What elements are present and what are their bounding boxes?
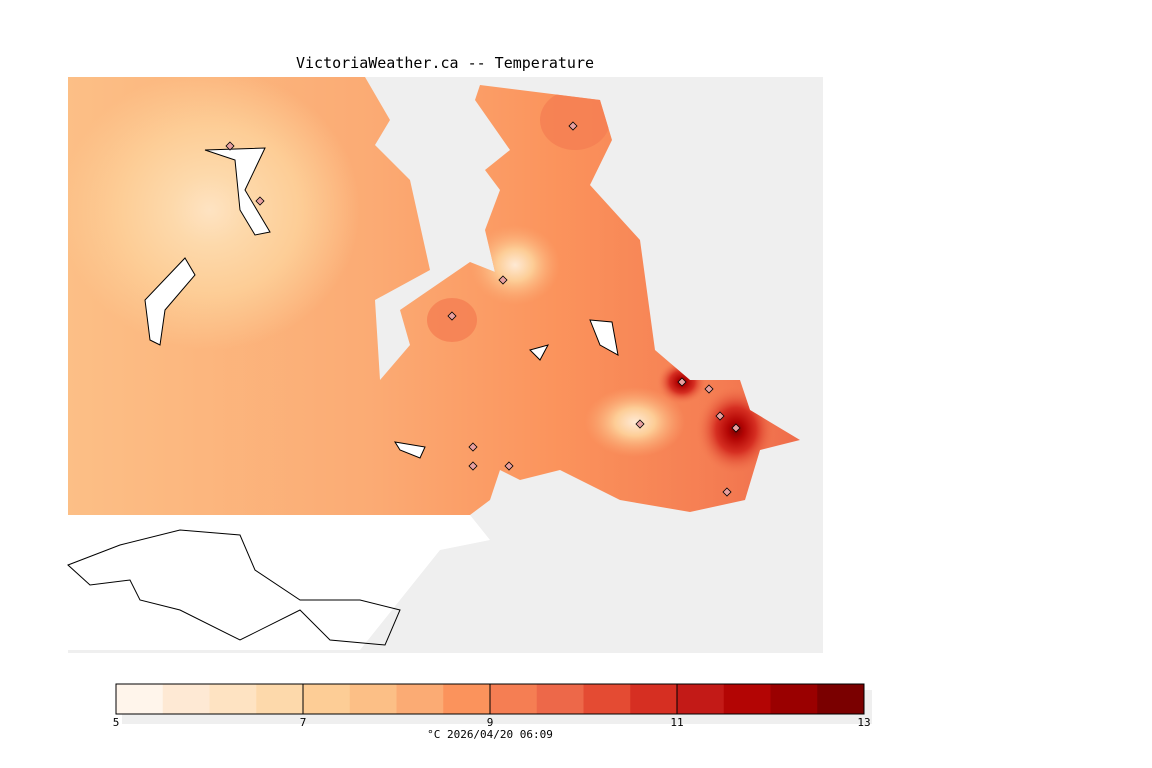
station-marker-icon — [498, 275, 508, 285]
station-marker-icon — [447, 311, 457, 321]
colorbar-tick-label: 5 — [112, 716, 120, 729]
colorbar-bin — [443, 684, 491, 714]
island — [204, 147, 271, 236]
colorbar-bin — [116, 684, 164, 714]
station-marker-icon — [635, 419, 645, 429]
colorbar-bin — [209, 684, 257, 714]
station-marker-icon — [731, 423, 741, 433]
colorbar-units-label: °C 2026/04/20 06:09 — [427, 728, 553, 741]
island — [144, 257, 196, 346]
coastline — [67, 529, 401, 646]
station-marker-icon — [468, 442, 478, 452]
map-title: VictoriaWeather.ca -- Temperature — [295, 54, 594, 72]
station-marker-icon — [722, 487, 732, 497]
station-marker-icon — [715, 411, 725, 421]
colorbar-bin — [396, 684, 444, 714]
station-marker-icon — [225, 141, 235, 151]
colorbar-bin — [490, 684, 538, 714]
station-markers — [225, 121, 741, 497]
station-marker-icon — [704, 384, 714, 394]
colorbar-bin — [536, 684, 584, 714]
colorbar-bin — [723, 684, 771, 714]
station-marker-icon — [568, 121, 578, 131]
colorbar-tick-label: 7 — [299, 716, 307, 729]
colorbar-tick-label: 9 — [486, 716, 494, 729]
colorbar-bin — [256, 684, 304, 714]
colorbar-bin — [817, 684, 865, 714]
colorbar-tick-label: 13 — [857, 716, 871, 729]
station-marker-icon — [504, 461, 514, 471]
colorbar-bin — [770, 684, 818, 714]
station-marker-icon — [677, 377, 687, 387]
colorbar-bin — [349, 684, 397, 714]
colorbar-bin — [162, 684, 210, 714]
colorbar-bin — [630, 684, 678, 714]
colorbar-bin — [303, 684, 351, 714]
station-marker-icon — [468, 461, 478, 471]
colorbar-tick-label: 11 — [670, 716, 684, 729]
colorbar — [115, 683, 872, 724]
island — [393, 319, 619, 459]
station-marker-icon — [255, 196, 265, 206]
colorbar-bin — [583, 684, 631, 714]
colorbar-bin — [677, 684, 725, 714]
